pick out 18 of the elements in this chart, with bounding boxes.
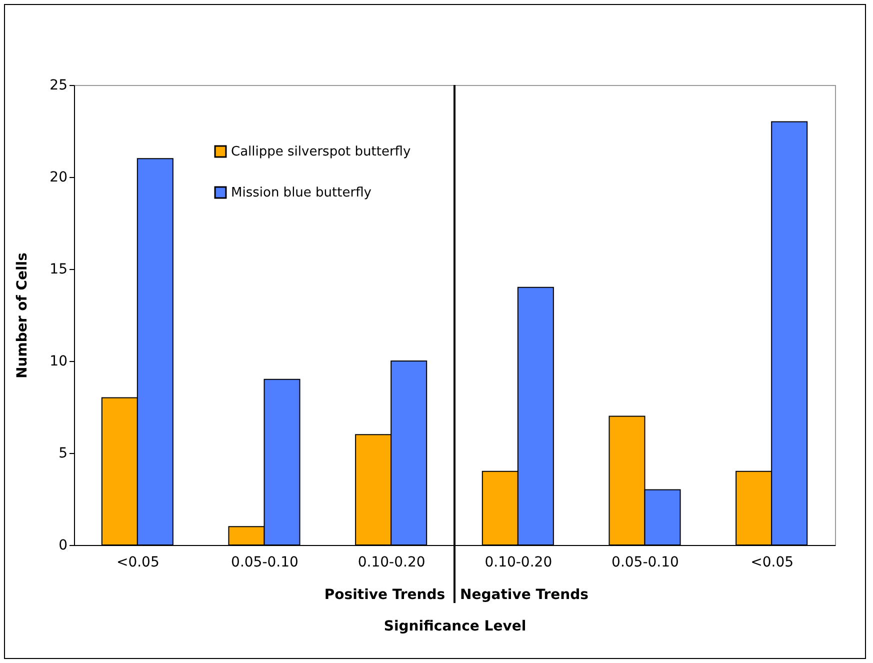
x-tick-label: 0.10-0.20: [484, 554, 552, 570]
x-tick-label: 0.05-0.10: [231, 554, 298, 570]
text: Positive Trends: [324, 587, 446, 603]
text: Negative Trends: [460, 587, 588, 603]
y-tick-label: 5: [58, 446, 68, 462]
x-tick-label: 0.05-0.10: [612, 554, 679, 570]
y-tick-label: 25: [50, 78, 68, 94]
x-tick-label: <0.05: [750, 554, 794, 570]
y-tick-label: 20: [50, 170, 68, 186]
x-tick-label: 0.10-0.20: [358, 554, 426, 570]
x-axis-title: Significance Level: [384, 618, 526, 634]
legend-label: Mission blue butterfly: [231, 186, 372, 200]
y-tick-label: 10: [50, 354, 68, 370]
y-tick-label: 15: [50, 262, 68, 278]
x-tick-label: <0.05: [116, 554, 160, 570]
y-axis-title: Number of Cells: [14, 252, 31, 378]
legend-label: Callippe silverspot butterfly: [231, 144, 411, 160]
y-tick-label: 0: [58, 538, 68, 554]
